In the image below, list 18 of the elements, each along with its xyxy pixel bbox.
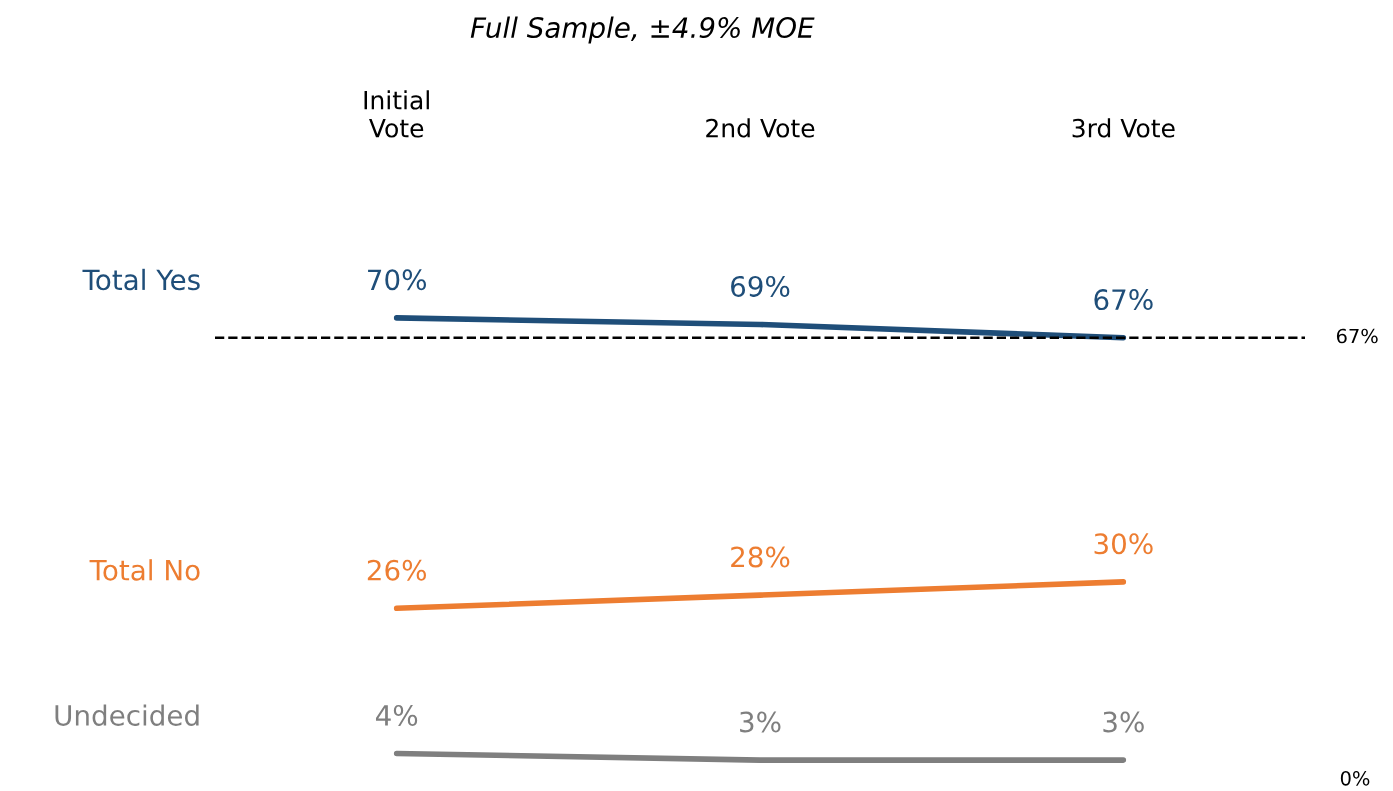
chart-title: Full Sample, ±4.9% MOE bbox=[470, 16, 815, 44]
text: Undecided bbox=[55, 704, 199, 726]
ref-line-label: 67% bbox=[1336, 328, 1378, 344]
data-label: 67% bbox=[1094, 289, 1153, 311]
data-label: 70% bbox=[368, 269, 426, 291]
data-label: 30% bbox=[1094, 533, 1153, 555]
text: Total No bbox=[89, 559, 200, 581]
x-tick-label: 2nd Vote bbox=[706, 118, 815, 138]
text: Total Yes bbox=[82, 268, 200, 291]
data-label: 26% bbox=[367, 559, 426, 581]
data-label: 69% bbox=[731, 275, 790, 297]
data-label: 28% bbox=[731, 546, 790, 568]
data-label: 3% bbox=[740, 711, 781, 733]
data-label: 4% bbox=[375, 704, 418, 726]
x-tick-label: Initial Vote bbox=[364, 90, 429, 138]
text: 0% bbox=[1340, 770, 1370, 786]
x-tick-label: 3rd Vote bbox=[1072, 118, 1175, 138]
data-label: 3% bbox=[1103, 711, 1144, 733]
